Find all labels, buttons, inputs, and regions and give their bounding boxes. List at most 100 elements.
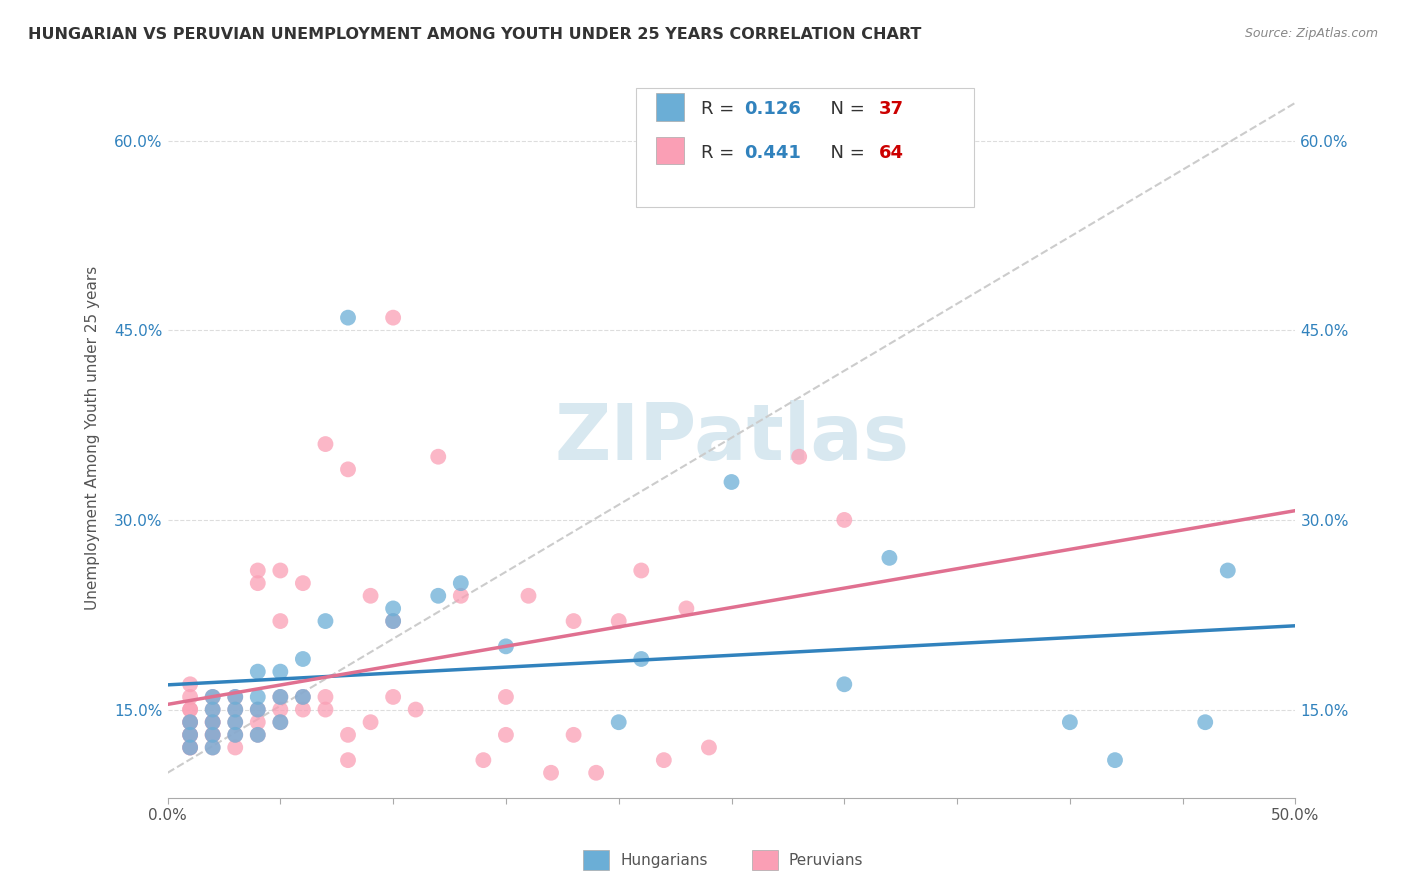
Point xyxy=(246,728,269,742)
Point xyxy=(337,728,360,742)
Text: Hungarians: Hungarians xyxy=(620,853,707,868)
Point xyxy=(246,564,269,578)
Point xyxy=(360,715,382,730)
Point xyxy=(562,614,585,628)
Point xyxy=(224,740,246,755)
Point xyxy=(201,728,224,742)
Point xyxy=(360,589,382,603)
Text: 64: 64 xyxy=(879,144,904,161)
Text: 37: 37 xyxy=(879,101,904,119)
Point xyxy=(224,715,246,730)
Point xyxy=(427,589,450,603)
Point xyxy=(179,690,201,704)
Point xyxy=(450,589,472,603)
Point xyxy=(382,614,405,628)
Point xyxy=(179,702,201,716)
Point xyxy=(201,728,224,742)
Point xyxy=(291,690,314,704)
Point xyxy=(246,665,269,679)
FancyBboxPatch shape xyxy=(636,88,974,207)
Point xyxy=(291,702,314,716)
Text: N =: N = xyxy=(820,101,870,119)
Point xyxy=(314,437,336,451)
Point xyxy=(224,702,246,716)
Point xyxy=(201,715,224,730)
Point xyxy=(540,765,562,780)
Text: 0.126: 0.126 xyxy=(744,101,801,119)
Bar xyxy=(657,94,685,120)
Point xyxy=(1194,715,1216,730)
Point xyxy=(179,728,201,742)
Point xyxy=(337,310,360,325)
Point xyxy=(291,652,314,666)
Point xyxy=(224,715,246,730)
Point xyxy=(179,728,201,742)
Text: 0.441: 0.441 xyxy=(744,144,801,161)
Point xyxy=(246,728,269,742)
Point xyxy=(269,614,291,628)
Point xyxy=(585,765,607,780)
Point xyxy=(201,702,224,716)
Point xyxy=(382,690,405,704)
Point xyxy=(246,715,269,730)
Point xyxy=(1104,753,1126,767)
Point xyxy=(179,740,201,755)
Point xyxy=(201,715,224,730)
Point xyxy=(201,740,224,755)
Point xyxy=(472,753,495,767)
Point xyxy=(201,740,224,755)
Point xyxy=(179,715,201,730)
Point xyxy=(179,677,201,691)
Point xyxy=(246,702,269,716)
Text: R =: R = xyxy=(702,144,740,161)
Point xyxy=(291,576,314,591)
Text: HUNGARIAN VS PERUVIAN UNEMPLOYMENT AMONG YOUTH UNDER 25 YEARS CORRELATION CHART: HUNGARIAN VS PERUVIAN UNEMPLOYMENT AMONG… xyxy=(28,27,921,42)
Point xyxy=(269,715,291,730)
Point xyxy=(224,728,246,742)
Point xyxy=(495,728,517,742)
Point xyxy=(607,715,630,730)
Point xyxy=(269,715,291,730)
Point xyxy=(224,702,246,716)
Point xyxy=(246,576,269,591)
Point xyxy=(495,640,517,654)
Point xyxy=(495,690,517,704)
Bar xyxy=(657,136,685,164)
Point xyxy=(314,690,336,704)
Point xyxy=(517,589,540,603)
Y-axis label: Unemployment Among Youth under 25 years: Unemployment Among Youth under 25 years xyxy=(86,266,100,610)
Point xyxy=(201,690,224,704)
Point xyxy=(450,576,472,591)
Point xyxy=(405,702,427,716)
Point xyxy=(652,753,675,767)
Point xyxy=(291,690,314,704)
Point xyxy=(337,462,360,476)
Point xyxy=(787,450,810,464)
Point xyxy=(201,702,224,716)
Point xyxy=(201,715,224,730)
Point xyxy=(832,677,855,691)
Point xyxy=(337,753,360,767)
Text: R =: R = xyxy=(702,101,740,119)
Point xyxy=(675,601,697,615)
Point xyxy=(246,702,269,716)
Text: ZIPatlas: ZIPatlas xyxy=(554,400,910,475)
Point xyxy=(832,513,855,527)
Point xyxy=(179,740,201,755)
Point xyxy=(224,728,246,742)
Point xyxy=(269,690,291,704)
Point xyxy=(179,702,201,716)
Point xyxy=(269,690,291,704)
Point xyxy=(179,740,201,755)
Point xyxy=(201,728,224,742)
Point xyxy=(179,715,201,730)
Point xyxy=(630,564,652,578)
Point xyxy=(269,564,291,578)
Point xyxy=(314,614,336,628)
Point xyxy=(246,690,269,704)
Point xyxy=(697,740,720,755)
Point xyxy=(720,475,742,489)
Point xyxy=(427,450,450,464)
Point xyxy=(630,652,652,666)
Point xyxy=(879,550,901,565)
